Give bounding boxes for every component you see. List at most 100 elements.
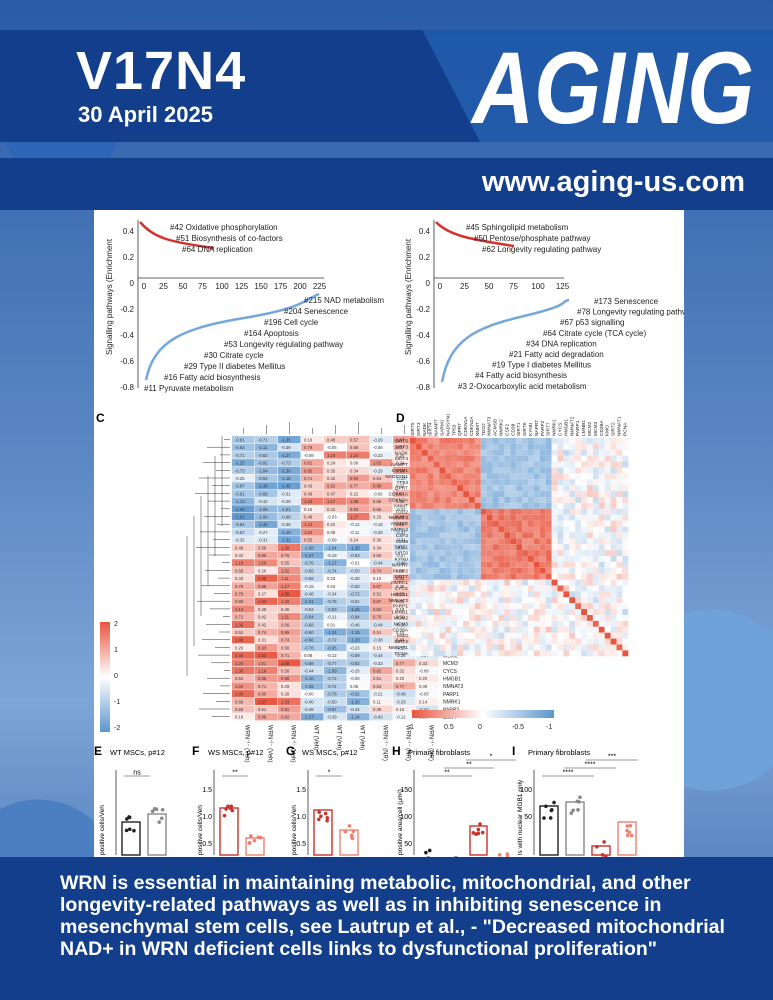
heatmap-cell	[347, 651, 370, 659]
heatmap-cell	[324, 559, 347, 567]
matrix-cell	[522, 650, 528, 657]
heatmap-cell	[232, 489, 255, 498]
matrix-cell	[539, 632, 546, 639]
matrix-cell	[457, 550, 464, 556]
matrix-cell	[563, 573, 570, 580]
panel-ytick: 100	[400, 814, 412, 821]
right-xtick: 100	[531, 282, 545, 291]
heatmap-value: 0.86	[396, 515, 405, 520]
matrix-cell	[492, 526, 499, 533]
matrix-cell	[410, 556, 416, 562]
matrix-cell	[592, 556, 599, 562]
heatmap-cell	[232, 667, 255, 675]
matrix-cell	[551, 438, 558, 444]
heatmap-cell	[301, 682, 324, 690]
matrix-cell	[563, 626, 570, 633]
matrix-cell	[522, 573, 528, 580]
matrix-cell	[587, 638, 593, 645]
matrix-cell	[486, 532, 493, 539]
matrix-cell	[498, 597, 505, 604]
heatmap-value: -1.34	[258, 522, 268, 527]
matrix-cell	[457, 485, 464, 492]
data-point	[552, 800, 556, 805]
heatmap-value: 0.40	[258, 607, 267, 612]
matrix-cell	[622, 591, 629, 598]
heatmap-value: -0.43	[419, 707, 429, 712]
matrix-cell	[563, 591, 570, 598]
heatmap-value: 1.56	[281, 592, 290, 597]
matrix-cell	[457, 532, 464, 539]
matrix-cell	[457, 508, 464, 515]
journal-url[interactable]: www.aging-us.com	[481, 166, 745, 198]
matrix-cell	[539, 644, 546, 651]
matrix-cell	[486, 467, 493, 474]
matrix-cell	[557, 467, 564, 474]
right-ytick: -0.2	[416, 305, 430, 314]
matrix-cell	[592, 479, 599, 486]
matrix-cell	[598, 508, 605, 515]
matrix-cell	[415, 461, 422, 468]
heatmap-value: 0.98	[373, 484, 382, 489]
data-point	[351, 829, 356, 834]
matrix-cell	[445, 526, 452, 533]
matrix-cell	[427, 561, 434, 568]
heatmap-value: 0.42	[327, 476, 336, 481]
heatmap-cell	[232, 697, 255, 705]
heatmap-cell	[347, 505, 370, 513]
heatmap-value: 0.55	[281, 561, 290, 566]
matrix-cell	[575, 461, 582, 468]
heatmap-cell	[301, 459, 324, 467]
matrix-cell	[410, 461, 416, 468]
matrix-cell	[439, 650, 446, 657]
heatmap-cell	[301, 489, 324, 498]
matrix-cell	[539, 573, 546, 580]
matrix-cell	[604, 579, 611, 586]
matrix-cell	[545, 603, 552, 610]
heatmap-cell	[324, 513, 347, 521]
gene-row-label: MCM2	[394, 616, 408, 622]
heatmap-value: -0.44	[373, 561, 383, 566]
panel-c-column-labels: WRN⁻ˡ⁻ (Veh) WRN⁻ˡ⁻ (Veh) WRN⁻ˡ⁻ (Veh) WT (…	[244, 725, 435, 763]
matrix-cell	[504, 550, 511, 556]
matrix-cell	[427, 520, 434, 527]
matrix-cell	[474, 538, 481, 545]
heatmap-cell	[278, 466, 301, 474]
heatmap-cell	[278, 682, 301, 690]
data-point	[127, 827, 132, 832]
matrix-cell	[480, 650, 487, 657]
matrix-cell	[415, 615, 422, 621]
heatmap-value: 0.20	[396, 568, 405, 573]
matrix-cell	[410, 497, 416, 503]
heatmap-value: -0.21	[373, 692, 383, 697]
matrix-cell	[610, 479, 617, 486]
matrix-cell	[427, 620, 434, 627]
heatmap-value: 0.93	[258, 645, 267, 650]
heatmap-value: 0.62	[396, 522, 405, 527]
header-band-right	[410, 30, 773, 142]
gene-col-label: NMRK2	[499, 419, 505, 436]
matrix-cell	[622, 556, 629, 562]
heatmap-value: 0.32	[235, 553, 244, 558]
matrix-cell	[516, 609, 523, 615]
heatmap-value: -0.00	[304, 692, 314, 697]
matrix-cell	[492, 579, 499, 586]
heatmap-cell	[347, 643, 370, 652]
matrix-cell	[410, 485, 416, 492]
matrix-cell	[551, 473, 558, 480]
matrix-cell	[421, 638, 428, 645]
matrix-cell	[439, 497, 446, 503]
matrix-cell	[545, 502, 552, 509]
heatmap-cell	[347, 605, 370, 613]
matrix-cell	[451, 497, 458, 503]
heatmap-cell	[393, 613, 416, 621]
cover-figure: Signalling pathways (Enrichment 0.4 0.2 0-…	[94, 210, 684, 860]
panel-d-gene-labels: SIRT5SIRT5SIRT3SIRT3NADKNADKSIRT4SIRT4NA…	[385, 413, 628, 657]
matrix-cell	[463, 650, 469, 657]
heatmap-value: 0.08	[327, 530, 336, 535]
heatmap-value: -0.84	[235, 522, 245, 527]
matrix-cell	[457, 650, 464, 657]
heatmap-value: -0.71	[258, 438, 268, 443]
matrix-cell	[598, 502, 605, 509]
heatmap-value: 0.41	[327, 507, 336, 512]
